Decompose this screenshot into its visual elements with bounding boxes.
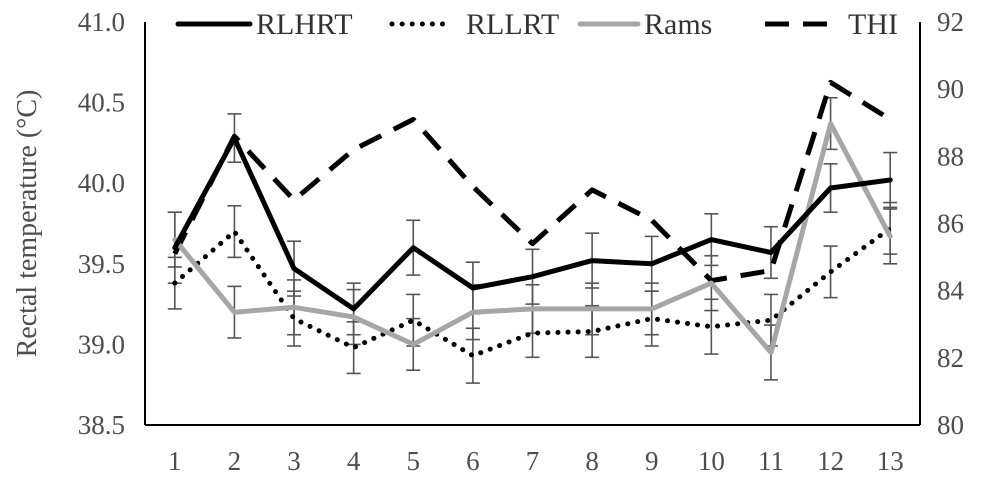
y-axis-title: Rectal temperature (°C) bbox=[12, 90, 43, 358]
x-tick-label: 2 bbox=[228, 446, 242, 476]
legend-label-rlhrt: RLHRT bbox=[256, 8, 353, 41]
left-tick-label: 40.5 bbox=[78, 88, 125, 118]
x-tick-label: 5 bbox=[407, 446, 421, 476]
axes bbox=[144, 22, 921, 426]
x-tick-label: 11 bbox=[758, 446, 784, 476]
x-tick-label: 3 bbox=[287, 446, 301, 476]
x-tick-label: 1 bbox=[168, 446, 182, 476]
series-line-rllrt bbox=[172, 225, 893, 359]
right-tick-label: 80 bbox=[937, 410, 964, 440]
legend-label-thi: THI bbox=[848, 8, 898, 41]
series-line-thi bbox=[172, 79, 892, 284]
legend-label-rllrt: RLLRT bbox=[466, 8, 559, 41]
x-tick-label: 8 bbox=[585, 446, 599, 476]
right-tick-label: 92 bbox=[937, 7, 964, 37]
right-tick-label: 86 bbox=[937, 209, 964, 239]
x-tick-label: 6 bbox=[466, 446, 480, 476]
x-tick-label: 12 bbox=[817, 446, 844, 476]
right-tick-label: 82 bbox=[937, 343, 964, 373]
series-line-rams bbox=[172, 121, 893, 355]
left-tick-label: 40.0 bbox=[78, 168, 125, 198]
legend: RLHRT RLLRT Rams THI bbox=[175, 8, 898, 41]
legend-label-rams: Rams bbox=[644, 8, 712, 41]
right-tick-label: 90 bbox=[937, 74, 964, 104]
series-lines bbox=[172, 79, 893, 359]
right-tick-label: 88 bbox=[937, 141, 964, 171]
series-line-rlhrt bbox=[172, 135, 893, 312]
left-tick-label: 38.5 bbox=[78, 410, 125, 440]
x-tick-label: 9 bbox=[645, 446, 659, 476]
left-tick-label: 39.0 bbox=[78, 329, 125, 359]
left-tick-label: 39.5 bbox=[78, 249, 125, 279]
x-tick-label: 13 bbox=[877, 446, 904, 476]
x-tick-label: 10 bbox=[698, 446, 725, 476]
left-tick-label: 41.0 bbox=[78, 7, 125, 37]
x-tick-label: 7 bbox=[526, 446, 540, 476]
x-tick-label: 4 bbox=[347, 446, 361, 476]
right-tick-label: 84 bbox=[937, 276, 965, 306]
